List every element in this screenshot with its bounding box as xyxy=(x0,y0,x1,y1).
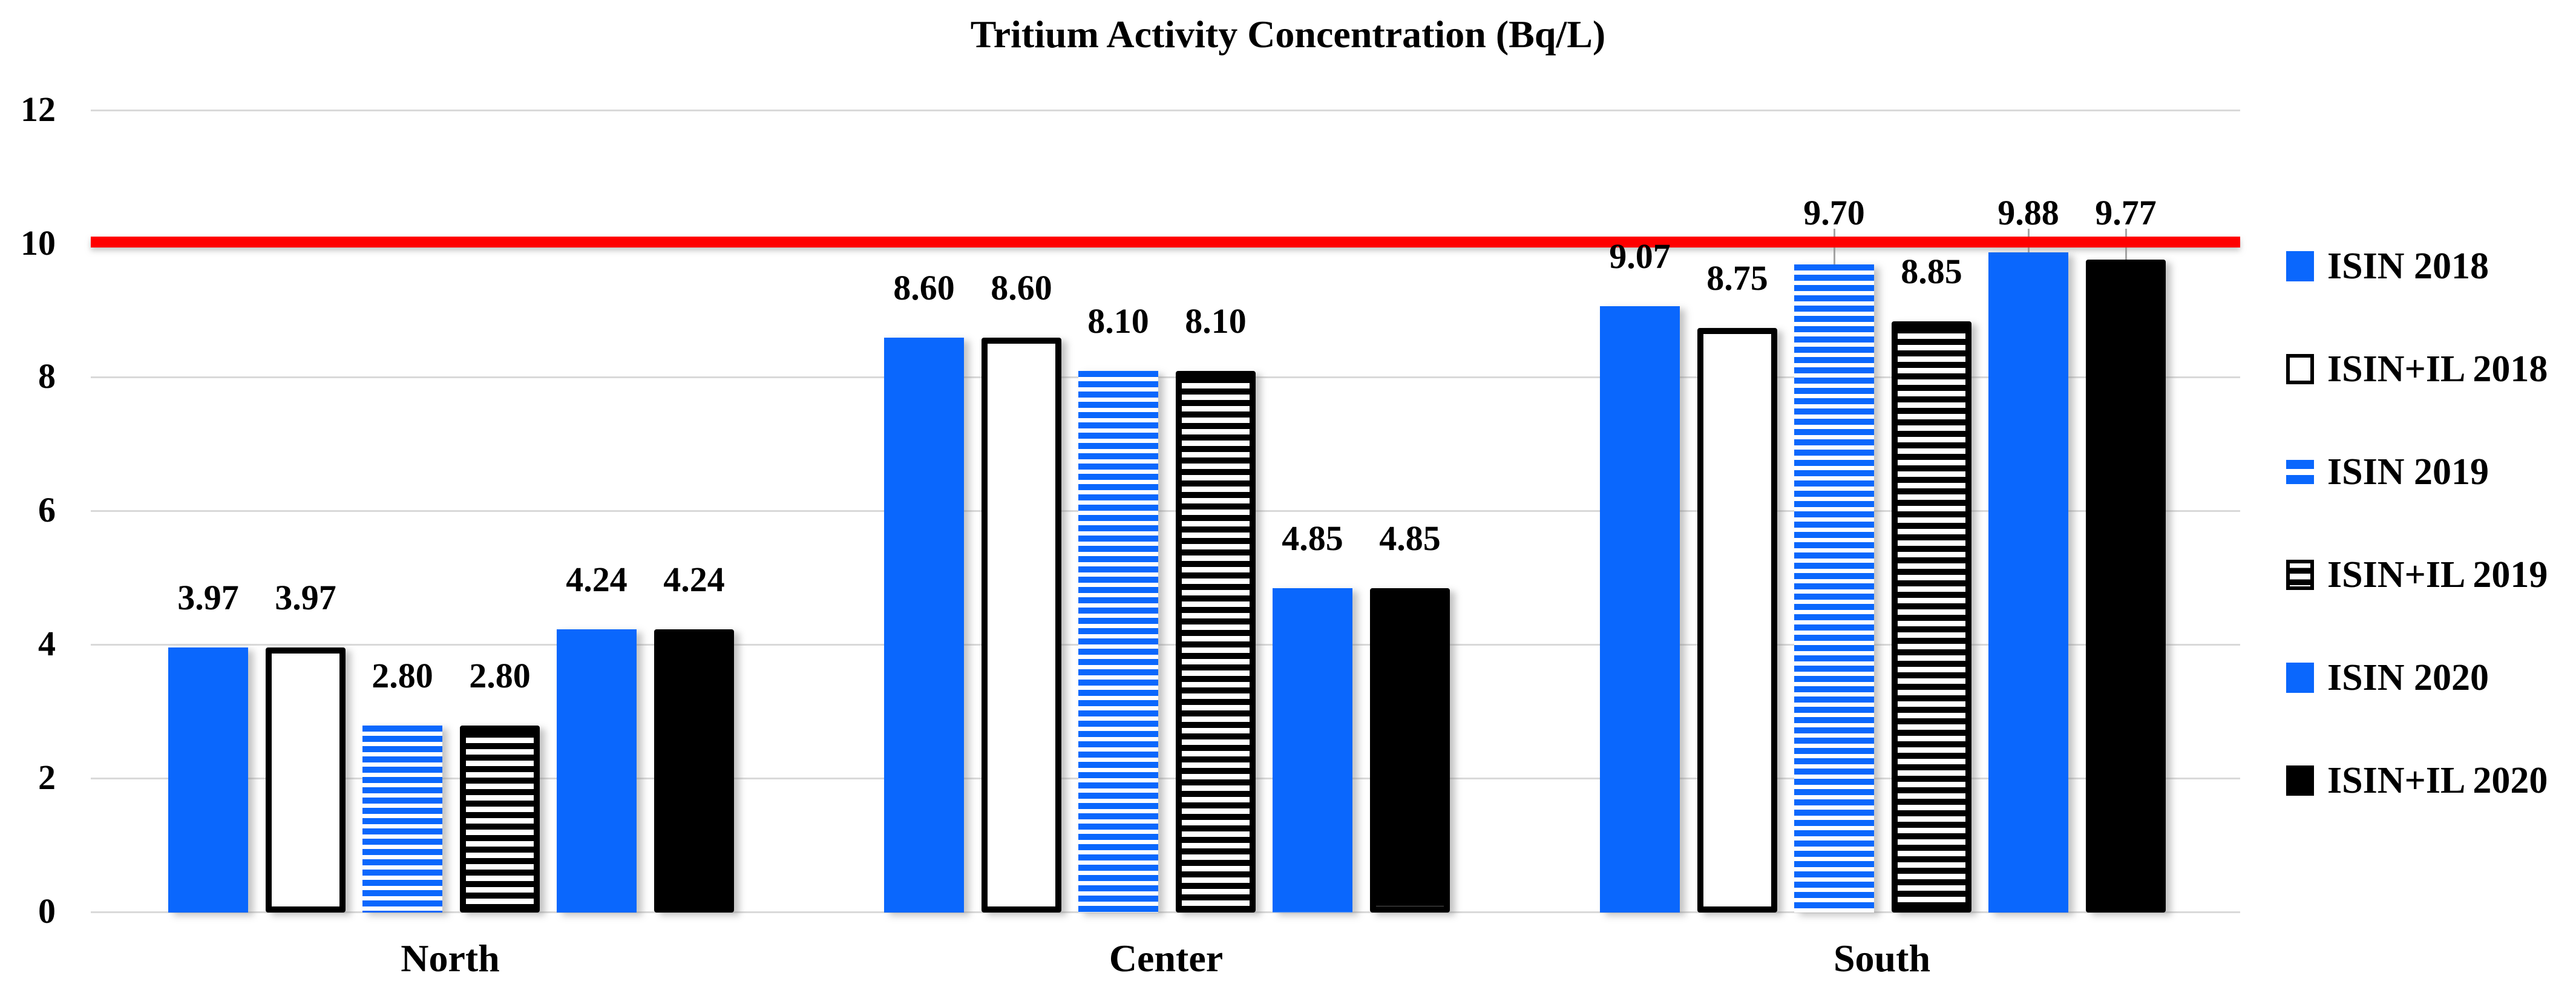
y-axis-tick-10: 10 xyxy=(21,223,56,263)
gridline-y4 xyxy=(91,644,2240,646)
legend-item-blue-stripes: ISIN 2019 xyxy=(2286,451,2489,493)
legend-label: ISIN+IL 2018 xyxy=(2327,348,2548,390)
bar-black-stripes-center xyxy=(1176,371,1256,913)
legend-label: ISIN 2019 xyxy=(2327,451,2489,493)
chart-title: Tritium Activity Concentration (Bq/L) xyxy=(970,13,1606,56)
bar-blue-diamonds-center xyxy=(1273,588,1352,913)
legend-item-black-diamonds: ISIN+IL 2020 xyxy=(2286,759,2548,802)
bar-black-diamonds-center xyxy=(1370,588,1450,913)
gridline-y8 xyxy=(91,376,2240,379)
blue-diamonds-fill xyxy=(1988,252,2068,913)
legend-marker-black-diamonds xyxy=(2286,765,2314,796)
legend-marker-black-stripes xyxy=(2286,560,2314,590)
legend-label: ISIN 2020 xyxy=(2327,657,2489,698)
blue-diamonds-fill xyxy=(1273,588,1352,913)
gridline-y6 xyxy=(91,510,2240,513)
legend-marker-white-outline xyxy=(2286,354,2314,384)
legend-item-solid-blue: ISIN 2018 xyxy=(2286,245,2489,287)
legend-label: ISIN+IL 2020 xyxy=(2327,759,2548,801)
bar-value-label: 2.80 xyxy=(372,655,433,695)
bar-blue-stripes-center xyxy=(1078,371,1158,913)
bar-value-label: 8.60 xyxy=(893,268,955,308)
bar-value-label: 9.77 xyxy=(2095,193,2157,232)
legend-item-white-outline: ISIN+IL 2018 xyxy=(2286,348,2548,390)
bar-value-label: 4.85 xyxy=(1282,519,1343,559)
bar-value-label: 3.97 xyxy=(177,577,239,617)
bar-value-label: 9.07 xyxy=(1609,237,1671,277)
y-axis-tick-6: 6 xyxy=(38,490,56,530)
gridline-y2 xyxy=(91,778,2240,780)
bar-white-outline-south xyxy=(1697,327,1777,913)
bar-value-label: 8.75 xyxy=(1706,258,1768,298)
y-axis-tick-2: 2 xyxy=(38,758,56,798)
category-label-north: North xyxy=(401,937,500,980)
y-axis-tick-4: 4 xyxy=(38,624,56,664)
bar-blue-stripes-south xyxy=(1794,264,1874,913)
bar-value-label: 8.85 xyxy=(1901,251,1962,291)
bar-blue-diamonds-north xyxy=(557,629,637,913)
y-axis-tick-0: 0 xyxy=(38,891,56,931)
bar-value-label: 8.60 xyxy=(991,268,1052,308)
bar-blue-stripes-north xyxy=(362,725,442,913)
bar-value-label: 8.10 xyxy=(1185,301,1247,341)
black-diamonds-fill xyxy=(2290,769,2310,792)
gridline-y12 xyxy=(91,109,2240,111)
bar-solid-blue-south xyxy=(1600,306,1680,913)
reference-line-10 xyxy=(91,237,2240,247)
bar-value-label: 4.24 xyxy=(663,559,725,599)
black-diamonds-fill xyxy=(1376,594,1444,906)
bar-value-label: 2.80 xyxy=(469,655,531,695)
bar-blue-diamonds-south xyxy=(1988,252,2068,913)
legend-item-black-stripes: ISIN+IL 2019 xyxy=(2286,554,2548,596)
bar-value-label: 9.88 xyxy=(1998,193,2059,232)
gridline-y0 xyxy=(91,911,2240,913)
category-label-center: Center xyxy=(1109,937,1224,980)
bar-value-label: 9.70 xyxy=(1803,193,1865,232)
y-axis-tick-12: 12 xyxy=(21,89,56,129)
category-label-south: South xyxy=(1833,937,1931,980)
legend-marker-solid-blue xyxy=(2286,251,2314,281)
bar-solid-blue-center xyxy=(884,338,964,913)
bar-white-outline-north xyxy=(266,647,346,913)
bar-black-diamonds-south xyxy=(2086,259,2166,913)
blue-diamonds-fill xyxy=(557,629,637,913)
legend-label: ISIN 2018 xyxy=(2327,245,2489,287)
bar-value-label: 3.97 xyxy=(275,577,336,617)
bar-black-stripes-north xyxy=(460,725,540,913)
y-axis-tick-8: 8 xyxy=(38,356,56,396)
black-diamonds-fill xyxy=(2092,265,2160,906)
bar-solid-blue-north xyxy=(168,647,248,913)
bar-value-label: 8.10 xyxy=(1087,301,1149,341)
bar-black-stripes-south xyxy=(1892,321,1971,913)
legend-item-blue-diamonds: ISIN 2020 xyxy=(2286,657,2489,699)
bar-white-outline-center xyxy=(982,338,1061,913)
blue-diamonds-fill xyxy=(2286,663,2314,693)
black-diamonds-fill xyxy=(660,635,728,906)
bar-black-diamonds-north xyxy=(654,629,734,913)
legend-marker-blue-stripes xyxy=(2286,457,2314,487)
bar-value-label: 4.24 xyxy=(566,559,628,599)
bar-value-label: 4.85 xyxy=(1379,519,1441,559)
legend-marker-blue-diamonds xyxy=(2286,663,2314,693)
legend-label: ISIN+IL 2019 xyxy=(2327,554,2548,595)
